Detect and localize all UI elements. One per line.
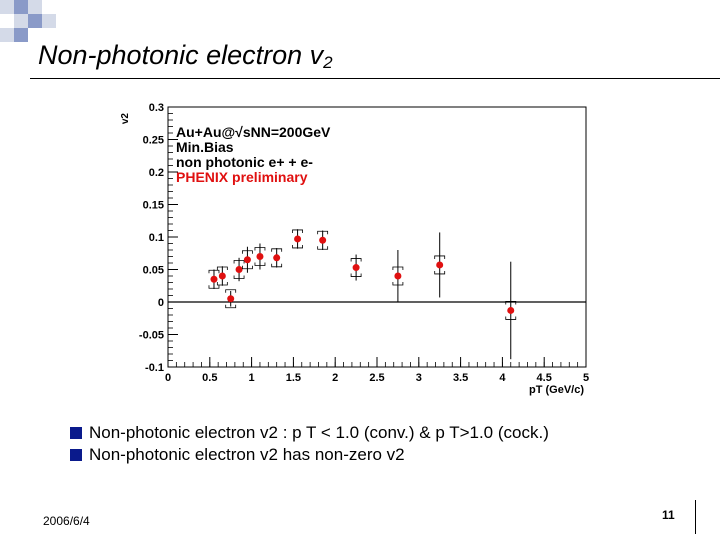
title-underline	[30, 78, 720, 79]
systematic-bracket	[208, 269, 220, 274]
systematic-bracket	[292, 229, 303, 233]
decor-square-1	[0, 0, 14, 14]
systematic-bracket	[225, 304, 237, 309]
legend-text: PHENIX preliminary	[176, 169, 308, 185]
y-tick-label: 0.2	[149, 167, 164, 179]
data-point	[436, 261, 444, 269]
systematic-bracket	[242, 250, 253, 254]
systematic-bracket	[225, 289, 237, 293]
bullet-text: Non-photonic electron v2 has non-zero v2	[89, 445, 405, 464]
slide-title: Non-photonic electron v2	[38, 40, 333, 73]
y-tick-label: -0.05	[139, 330, 164, 342]
x-tick-label: 3.5	[453, 372, 468, 384]
x-tick-label: 4	[499, 372, 506, 384]
y-tick-label: 0.05	[143, 265, 164, 277]
legend-text: Au+Au@√sNN=200GeV	[176, 124, 331, 140]
systematic-bracket	[254, 262, 266, 266]
data-point	[507, 306, 515, 314]
data-point	[394, 272, 402, 280]
systematic-bracket	[216, 266, 228, 270]
x-tick-label: 0	[165, 372, 171, 384]
y-tick-label: -0.1	[145, 362, 164, 374]
bullet-list: Non-photonic electron v2 : p T < 1.0 (co…	[70, 422, 549, 466]
decor-square-3	[28, 0, 42, 14]
x-tick-label: 1	[249, 372, 255, 384]
systematic-bracket	[350, 258, 362, 262]
data-point	[218, 272, 226, 280]
systematic-bracket	[271, 248, 283, 252]
y-tick-label: 0	[158, 297, 164, 309]
decor-square-6	[42, 14, 56, 28]
systematic-bracket	[254, 247, 266, 251]
systematic-bracket	[350, 273, 362, 277]
data-point	[235, 266, 243, 273]
systematic-bracket	[233, 275, 245, 279]
systematic-bracket	[434, 270, 446, 275]
legend-text: Min.Bias	[176, 139, 234, 155]
bullet-text: Non-photonic electron v2 : p T < 1.0 (co…	[89, 423, 549, 442]
data-point	[352, 264, 360, 272]
legend-text: non photonic e+ + e-	[176, 154, 313, 170]
y-axis-title: v2	[120, 113, 131, 125]
systematic-bracket	[392, 282, 404, 286]
square-bullet-icon	[70, 449, 82, 461]
data-point	[319, 236, 327, 244]
data-point	[273, 254, 281, 262]
decor-square-7	[14, 28, 28, 42]
footer-divider	[695, 500, 696, 534]
systematic-bracket	[505, 316, 517, 320]
systematic-bracket	[292, 244, 303, 249]
data-point	[227, 295, 235, 303]
x-tick-label: 4.5	[537, 372, 552, 384]
x-tick-label: 0.5	[202, 372, 217, 384]
data-point	[210, 275, 218, 283]
x-tick-label: 3	[416, 372, 422, 384]
bullet-item: Non-photonic electron v2 : p T < 1.0 (co…	[70, 422, 549, 444]
square-bullet-icon	[70, 427, 82, 439]
systematic-bracket	[317, 246, 329, 250]
systematic-bracket	[271, 263, 283, 268]
decor-square-2	[14, 0, 28, 14]
y-tick-label: 0.25	[143, 135, 164, 147]
x-tick-label: 2.5	[369, 372, 384, 384]
slide-title-text: Non-photonic electron v	[38, 40, 324, 70]
x-tick-label: 5	[583, 372, 589, 384]
x-tick-label: 1.5	[286, 372, 301, 384]
systematic-bracket	[505, 301, 517, 305]
data-point	[243, 256, 251, 264]
data-point	[256, 253, 264, 260]
y-tick-label: 0.15	[143, 200, 164, 212]
decor-square-5	[28, 14, 42, 28]
systematic-bracket	[434, 255, 446, 259]
systematic-bracket	[317, 230, 329, 235]
x-axis-title: pT (GeV/c)	[529, 384, 584, 396]
slide-title-subscript: 2	[323, 53, 333, 72]
page-number: 11	[662, 508, 675, 522]
y-tick-label: 0.1	[149, 232, 164, 244]
decor-square-4	[14, 14, 28, 28]
decor-square-8	[0, 28, 14, 42]
systematic-bracket	[216, 282, 228, 286]
x-tick-label: 2	[332, 372, 338, 384]
systematic-bracket	[242, 265, 253, 270]
systematic-bracket	[208, 285, 220, 289]
systematic-bracket	[233, 260, 245, 264]
y-tick-label: 0.3	[149, 102, 164, 114]
data-point	[294, 235, 302, 243]
systematic-bracket	[392, 266, 404, 270]
v2-chart: -0.1 -0.05 0 0.05 0.1 0.15 0.2 0.25 0.3 0 0.5 1 1.5 2…	[120, 102, 589, 396]
slide-date: 2006/6/4	[43, 514, 90, 528]
bullet-item: Non-photonic electron v2 has non-zero v2	[70, 444, 549, 466]
